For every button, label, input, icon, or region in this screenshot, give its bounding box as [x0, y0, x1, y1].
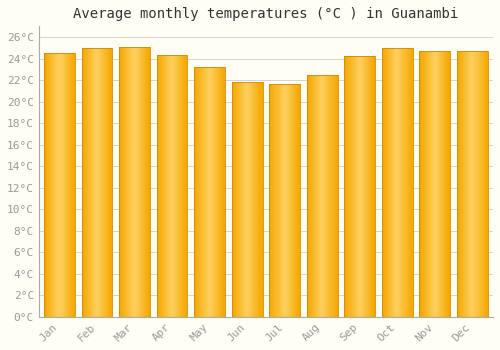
Title: Average monthly temperatures (°C ) in Guanambi: Average monthly temperatures (°C ) in Gu… [74, 7, 458, 21]
